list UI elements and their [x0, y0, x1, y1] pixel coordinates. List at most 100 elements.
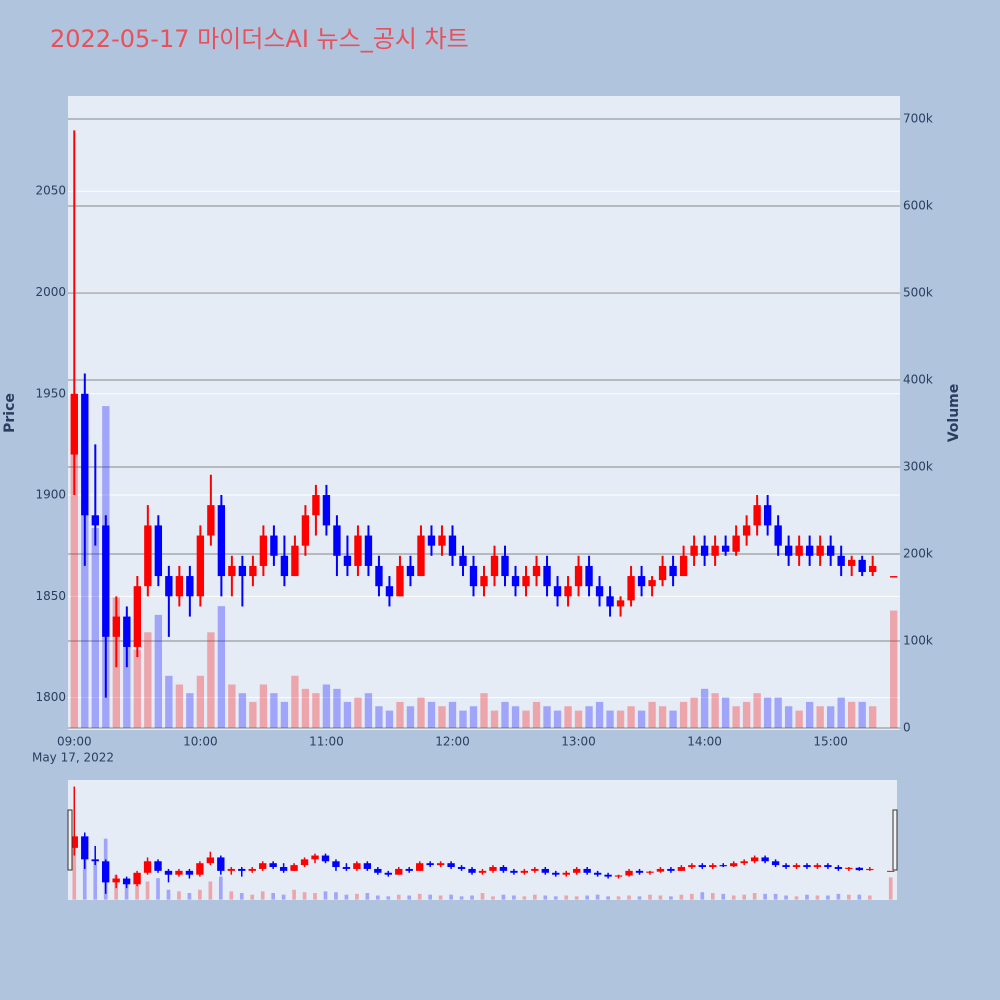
- mini-volume-bar: [428, 894, 433, 900]
- mini-candle-body: [646, 871, 654, 873]
- mini-volume-bar: [867, 895, 872, 900]
- volume-bar: [732, 706, 740, 728]
- mini-candle-body: [468, 868, 476, 873]
- volume-bar: [343, 701, 352, 728]
- volume-bar: [711, 693, 719, 728]
- candle-body: [196, 535, 205, 597]
- range-slider[interactable]: [68, 780, 897, 900]
- volume-bar: [375, 706, 383, 728]
- mini-candle-body: [426, 863, 434, 866]
- y-tick-label: 1800: [35, 690, 66, 704]
- candle-body: [112, 616, 120, 637]
- mini-candle-body: [541, 868, 549, 873]
- candle-body: [102, 525, 110, 637]
- mini-candle-body: [91, 859, 99, 862]
- mini-volume-bar: [355, 893, 359, 900]
- mini-candle-body: [279, 867, 288, 871]
- volume-bar: [354, 697, 362, 728]
- mini-candle-body: [478, 870, 487, 873]
- mini-volume-bar: [658, 895, 663, 900]
- candle-body: [511, 576, 520, 587]
- mini-candle-body: [416, 863, 424, 871]
- volume-bar: [648, 701, 656, 728]
- candle-body: [522, 576, 530, 587]
- candle-body: [217, 505, 226, 577]
- mini-candle-body: [374, 868, 382, 873]
- candle-body: [133, 586, 142, 647]
- mini-candle-body: [436, 863, 445, 866]
- candle-body: [333, 525, 341, 556]
- mini-volume-bar: [805, 894, 809, 900]
- y-tick-label: 1850: [35, 589, 66, 603]
- candle-body: [70, 393, 78, 455]
- mini-candle-body: [248, 868, 256, 871]
- mini-candle-body: [845, 867, 853, 869]
- mini-candle-body: [709, 865, 717, 868]
- volume-bar: [501, 701, 509, 728]
- candle-body: [469, 565, 478, 587]
- volume-bar: [858, 701, 866, 728]
- candle-body: [826, 545, 835, 556]
- volume-bar: [480, 693, 488, 728]
- volume-bar: [826, 706, 835, 728]
- y2-tick-label: 0: [903, 720, 911, 734]
- mini-candle-body: [384, 872, 392, 875]
- volume-bar: [133, 649, 142, 728]
- mini-volume-bar: [731, 895, 736, 900]
- mini-volume-bar: [386, 896, 391, 900]
- volume-bar: [616, 710, 625, 728]
- volume-bar: [154, 614, 163, 728]
- candle-body: [144, 525, 152, 587]
- x-tick-label: 13:00: [561, 735, 596, 749]
- volume-bar: [805, 701, 814, 728]
- mini-volume-bar: [794, 896, 799, 900]
- volume-bar: [721, 697, 730, 728]
- mini-candle-body: [405, 868, 413, 871]
- volume-bar: [816, 706, 824, 728]
- y2-tick-label: 300k: [903, 459, 933, 473]
- candle-body: [448, 535, 457, 556]
- candle-body: [721, 545, 730, 552]
- volume-bar: [301, 688, 310, 728]
- mini-volume-bar: [281, 894, 286, 900]
- y-tick-label: 2050: [35, 184, 66, 198]
- candle-body: [364, 535, 373, 566]
- mini-volume-bar: [763, 893, 767, 900]
- volume-bar: [207, 632, 215, 728]
- volume-bar: [763, 697, 772, 728]
- mini-candle-body: [332, 861, 340, 868]
- volume-bar: [81, 501, 89, 728]
- candle-body: [343, 555, 352, 566]
- volume-bar: [658, 706, 667, 728]
- mini-candle-body: [164, 870, 173, 875]
- candle-body: [816, 545, 824, 556]
- mini-volume-bar: [616, 896, 621, 900]
- mini-candle-body: [761, 857, 769, 862]
- volume-bar: [217, 606, 226, 728]
- mini-candle-body: [196, 863, 204, 875]
- candle-body: [490, 555, 499, 577]
- volume-bar: [459, 710, 467, 728]
- volume-bar: [837, 697, 845, 728]
- y2-tick-label: 400k: [903, 372, 933, 386]
- mini-candle-body: [133, 872, 141, 885]
- y2-tick-label: 100k: [903, 633, 933, 647]
- volume-bar: [91, 527, 99, 728]
- mini-volume-bar: [752, 893, 757, 900]
- mini-volume-bar: [177, 891, 181, 900]
- mini-volume-bar: [187, 893, 192, 900]
- mini-candle-body: [635, 870, 644, 873]
- mini-candle-body: [855, 867, 863, 871]
- mini-volume-bar: [229, 891, 234, 900]
- volume-bar: [511, 706, 520, 728]
- mini-candle-body: [395, 868, 403, 875]
- volume-bar: [186, 693, 194, 728]
- mini-candle-body: [740, 861, 748, 864]
- mini-volume-bar: [313, 893, 317, 900]
- mini-candle-body: [625, 870, 633, 876]
- mini-volume-bar: [637, 896, 642, 900]
- mini-candle-body: [499, 867, 508, 871]
- candle-body: [648, 580, 656, 587]
- candle-body: [742, 525, 751, 536]
- volume-bar: [795, 710, 803, 728]
